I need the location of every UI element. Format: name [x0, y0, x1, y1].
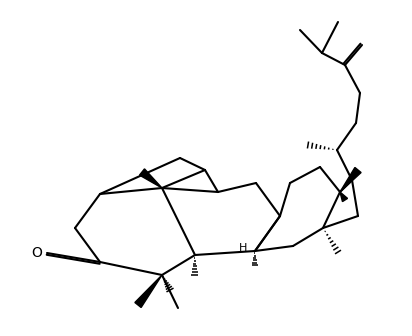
- Polygon shape: [140, 169, 162, 188]
- Text: H: H: [239, 243, 247, 253]
- Polygon shape: [340, 167, 361, 192]
- Polygon shape: [135, 275, 162, 307]
- Polygon shape: [340, 192, 348, 202]
- Text: O: O: [32, 246, 42, 260]
